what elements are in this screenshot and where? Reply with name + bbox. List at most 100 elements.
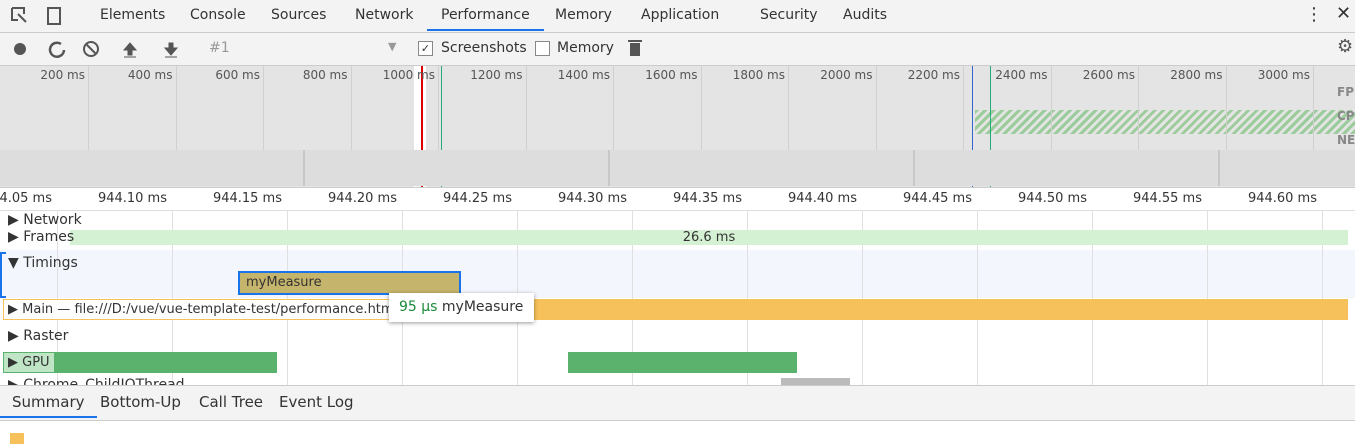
overview-tick: 1200 ms [470, 68, 523, 82]
grid-line [875, 66, 877, 150]
grid-line [977, 210, 978, 385]
ruler-tick: 944.20 ms [327, 191, 397, 206]
grid-line [525, 66, 527, 150]
main-bar [380, 299, 1348, 320]
bottom-tab[interactable]: Call Tree [199, 393, 264, 411]
ruler-tick: 944.55 ms [1132, 191, 1202, 206]
tab[interactable]: Performance [427, 0, 544, 31]
marker-red [421, 66, 423, 187]
tab-bar: Elements Console Sources Network Performance… [0, 0, 1355, 33]
grid-line [1313, 66, 1314, 150]
bottom-tab[interactable]: Event Log [279, 393, 354, 411]
marker-green [441, 66, 442, 187]
toolbar: #1 ▼ ✓ Screenshots Memory ⚙ [0, 33, 1355, 66]
menu[interactable]: ⋮ [1305, 4, 1323, 25]
grid-line [788, 66, 789, 150]
grid-line [632, 210, 633, 385]
label: GPU [22, 355, 50, 370]
tooltip-name: myMeasure [441, 299, 524, 315]
grid-line [57, 210, 58, 385]
trash-icon[interactable] [628, 39, 642, 57]
tab[interactable]: Application [641, 7, 720, 23]
ruler-tick: 944.25 ms [442, 191, 512, 206]
ruler-tick: 944.10 ms [97, 191, 167, 206]
ruler-tick: 944.35 ms [672, 191, 742, 206]
grid-line [175, 66, 177, 150]
tab[interactable]: Security [760, 7, 818, 23]
grid-line [963, 66, 964, 150]
grid-line [88, 66, 89, 150]
grid-line [350, 66, 352, 150]
settings[interactable]: ⚙ [1337, 36, 1354, 57]
grid [0, 210, 1355, 385]
recording-select[interactable]: #1 [209, 40, 230, 56]
bottom-tabs: Summary Bottom-Up Call Tree Event Log [0, 385, 1355, 421]
timings-bracket [0, 252, 6, 298]
grid-line [287, 210, 288, 385]
lane-label: NET [1337, 133, 1355, 147]
overview-tick: 1600 ms [645, 68, 698, 82]
track-raster[interactable]: ▶ Raster [8, 328, 69, 344]
ruler: 944.05 ms 944.10 ms 944.15 ms 944.20 ms 944.… [0, 188, 1355, 211]
tab[interactable]: Audits [843, 7, 888, 23]
gpu-bar [30, 352, 277, 373]
label: Timings [23, 255, 78, 271]
checkbox-checked[interactable]: ✓ [418, 41, 433, 56]
grid-line [1322, 210, 1323, 385]
track-io[interactable]: ▶ Chrome_ChildIOThread [8, 377, 185, 385]
dropdown-arrow: ▼ [388, 40, 397, 53]
tooltip-duration: 95 µs [399, 299, 438, 315]
frame-duration: 26.6 ms [682, 230, 736, 245]
ruler-tick: 944.45 ms [902, 191, 972, 206]
overview-tick: 2800 ms [1170, 68, 1223, 82]
lane-label: CPU [1337, 109, 1355, 123]
screenshots-label: Screenshots [441, 40, 527, 56]
overview-tick: 600 ms [215, 68, 260, 82]
grid-line [1225, 66, 1227, 150]
overview-tick: 2000 ms [820, 68, 873, 82]
checkbox[interactable] [535, 41, 550, 56]
grid-line [438, 66, 439, 150]
tabs: Elements Console Sources Network Performance… [86, 0, 1086, 32]
inspect-icons[interactable] [10, 6, 70, 26]
grid-line [1050, 66, 1052, 150]
overview-tick: 1800 ms [732, 68, 785, 82]
ruler-tick: 944.30 ms [557, 191, 627, 206]
ruler-tick: 944.40 ms [787, 191, 857, 206]
scrollbar[interactable] [781, 378, 850, 385]
label: Chrome_ChildIOThread [23, 377, 185, 385]
ruler-tick: 944.50 ms [1017, 191, 1087, 206]
tab[interactable]: Memory [555, 7, 612, 23]
measure-bar[interactable]: myMeasure [238, 271, 461, 295]
grid-line [613, 66, 614, 150]
tab[interactable]: Console [190, 7, 246, 23]
memory-label: Memory [557, 40, 614, 56]
marker-blue [972, 66, 973, 187]
timings-row [0, 250, 1355, 298]
cpu-activity [975, 110, 1355, 134]
tooltip: 95 µs myMeasure [389, 293, 534, 322]
overview-tick: 2200 ms [907, 68, 960, 82]
tab[interactable]: Sources [271, 7, 327, 23]
tab[interactable]: Network [355, 7, 414, 23]
grid-line [862, 210, 863, 385]
overview-tick: 2400 ms [995, 68, 1048, 82]
overview-tick: 400 ms [127, 68, 173, 82]
grid-line [172, 210, 173, 385]
bottom-tab[interactable]: Bottom-Up [100, 393, 181, 411]
tab[interactable]: Elements [100, 7, 166, 23]
track-gpu[interactable]: ▶ GPU [3, 352, 55, 373]
marker-green [990, 66, 991, 187]
toolbar-icons[interactable] [10, 39, 190, 59]
gpu-bar [568, 352, 797, 373]
label: Network [23, 212, 82, 228]
frame-bar: 26.6 ms [70, 230, 1348, 245]
track-main[interactable]: ▶ Main — file:///D:/vue/vue-template-tes… [3, 299, 403, 320]
summary-swatch [10, 433, 24, 444]
ruler-tick: 944.15 ms [212, 191, 282, 206]
track-frames[interactable]: ▶ Frames [8, 229, 75, 245]
track-network[interactable]: ▶ Network [8, 212, 82, 228]
close[interactable]: ✕ [1336, 3, 1352, 24]
track-timings[interactable]: ▼ Timings [8, 255, 78, 271]
bottom-tab[interactable]: Summary [0, 386, 97, 418]
